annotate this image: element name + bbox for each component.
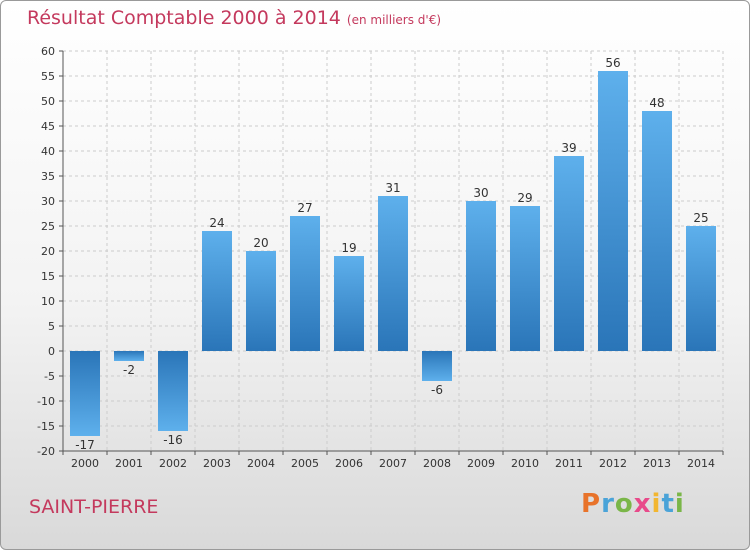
bar-2003 — [202, 231, 232, 351]
y-tick-label: 20 — [41, 245, 55, 258]
grid — [62, 50, 724, 452]
bar-2000 — [70, 351, 100, 436]
bar-2002 — [158, 351, 188, 431]
value-label-2002: -16 — [163, 433, 183, 447]
y-tick-label: 5 — [48, 320, 55, 333]
bars — [70, 71, 716, 436]
proxiti-logo[interactable]: Proxiti — [581, 489, 685, 519]
x-tick-label: 2012 — [599, 457, 627, 470]
axes: -20 -15 -10 -5 0 5 10 15 20 25 30 35 40 45 50 55 60 2000 2… — [37, 45, 724, 470]
logo-letter: r — [601, 489, 615, 519]
bar-2005 — [290, 216, 320, 351]
chart-title-main: Résultat Comptable 2000 à 2014 — [27, 7, 341, 29]
bar-2012 — [598, 71, 628, 351]
x-tick-label: 2006 — [335, 457, 363, 470]
value-label-2010: 29 — [517, 191, 532, 205]
y-tick-label: 60 — [41, 45, 55, 58]
chart-title-unit: (en milliers d'€) — [346, 13, 442, 27]
chart-title: Résultat Comptable 2000 à 2014 (en millie… — [27, 7, 441, 29]
value-label-2009: 30 — [473, 186, 488, 200]
value-label-2012: 56 — [605, 56, 620, 70]
value-label-2013: 48 — [649, 96, 664, 110]
y-tick-label: -10 — [37, 395, 55, 408]
bar-2013 — [642, 111, 672, 351]
y-tick-label: -15 — [37, 420, 55, 433]
y-tick-label: 15 — [41, 270, 55, 283]
value-label-2000: -17 — [75, 438, 95, 452]
value-label-2014: 25 — [693, 211, 708, 225]
place-name: SAINT-PIERRE — [29, 496, 159, 518]
logo-letter: x — [633, 489, 652, 519]
bar-2010 — [510, 206, 540, 351]
x-tick-label: 2011 — [555, 457, 583, 470]
y-tick-label: 40 — [41, 145, 55, 158]
x-tick-label: 2003 — [203, 457, 231, 470]
bar-2007 — [378, 196, 408, 351]
x-tick-label: 2014 — [687, 457, 715, 470]
y-tick-label: -5 — [44, 370, 55, 383]
x-tick-label: 2004 — [247, 457, 275, 470]
y-tick-label: 0 — [48, 345, 55, 358]
x-tick-label: 2000 — [71, 457, 99, 470]
bar-2004 — [246, 251, 276, 351]
bar-2006 — [334, 256, 364, 351]
y-tick-label: 30 — [41, 195, 55, 208]
logo-letter: P — [581, 489, 602, 519]
logo-letter: i — [674, 489, 685, 519]
logo-letter: o — [614, 489, 634, 519]
x-tick-label: 2001 — [115, 457, 143, 470]
bar-2001 — [114, 351, 144, 361]
y-tick-label: 45 — [41, 120, 55, 133]
logo-letter: i — [651, 489, 662, 519]
x-tick-label: 2010 — [511, 457, 539, 470]
x-tick-label: 2008 — [423, 457, 451, 470]
value-label-2008: -6 — [431, 383, 443, 397]
value-label-2007: 31 — [385, 181, 400, 195]
value-label-2006: 19 — [341, 241, 356, 255]
y-tick-label: 35 — [41, 170, 55, 183]
x-tick-label: 2005 — [291, 457, 319, 470]
data-labels: -17 -2 -16 24 20 27 19 31 -6 30 29 39 56 48 25 — [75, 56, 708, 452]
bar-2009 — [466, 201, 496, 351]
bar-2014 — [686, 226, 716, 351]
bar-2011 — [554, 156, 584, 351]
x-tick-label: 2002 — [159, 457, 187, 470]
x-tick-label: 2013 — [643, 457, 671, 470]
x-tick-label: 2007 — [379, 457, 407, 470]
value-label-2001: -2 — [123, 363, 135, 377]
y-tick-label: -20 — [37, 445, 55, 458]
x-tick-label: 2009 — [467, 457, 495, 470]
y-tick-label: 10 — [41, 295, 55, 308]
logo-letter: t — [661, 489, 675, 519]
value-label-2011: 39 — [561, 141, 576, 155]
value-label-2005: 27 — [297, 201, 312, 215]
y-tick-label: 50 — [41, 95, 55, 108]
y-tick-label: 55 — [41, 70, 55, 83]
bar-2008 — [422, 351, 452, 381]
y-tick-label: 25 — [41, 220, 55, 233]
value-label-2003: 24 — [209, 216, 224, 230]
value-label-2004: 20 — [253, 236, 268, 250]
